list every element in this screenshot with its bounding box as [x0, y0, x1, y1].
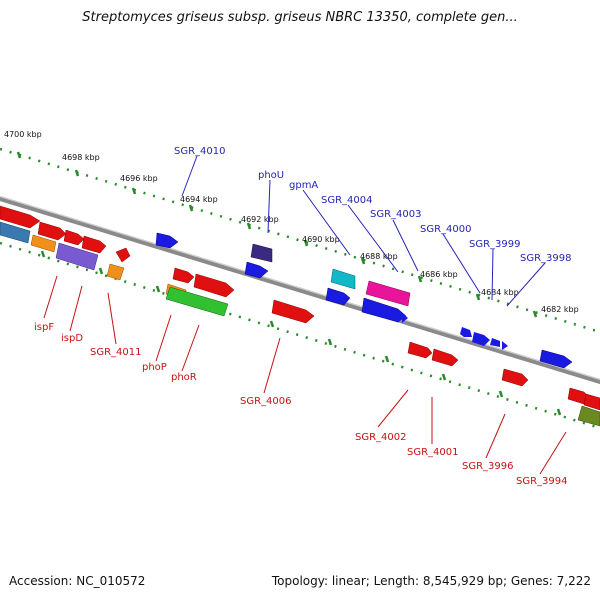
scale-track-lower: [0, 241, 600, 430]
gene-label-sgr4000[interactable]: SGR_4000: [420, 224, 472, 235]
reverse-genes: [0, 221, 600, 427]
gene-label-sgr4001[interactable]: SGR_4001: [407, 447, 459, 458]
topology-text: Topology: linear; Length: 8,545,929 bp; …: [271, 574, 591, 588]
tick-label: 4688 kbp: [360, 252, 398, 261]
backbone-highlight: [0, 195, 600, 381]
tick-label: 4686 kbp: [420, 270, 458, 279]
upper-ticks: [16, 151, 538, 318]
tick-label: 4684 kbp: [481, 288, 519, 297]
tick-label: 4700 kbp: [4, 130, 42, 139]
gene-label-phop[interactable]: phoP: [142, 362, 167, 373]
gene-label-phor[interactable]: phoR: [171, 372, 197, 383]
gene-label-sgr4006[interactable]: SGR_4006: [240, 396, 292, 407]
upper-leaders: [181, 155, 546, 307]
tick-label: 4690 kbp: [302, 235, 340, 244]
tick-label: 4692 kbp: [241, 215, 279, 224]
gene-label-sgr4002[interactable]: SGR_4002: [355, 432, 407, 443]
accession-text: Accession: NC_010572: [9, 574, 146, 588]
gene-label-sgr3994[interactable]: SGR_3994: [516, 476, 568, 487]
gene-label-sgr3996[interactable]: SGR_3996: [462, 461, 514, 472]
tick-label: 4694 kbp: [180, 195, 218, 204]
map-title: Streptomyces griseus subsp. griseus NBRC…: [82, 10, 518, 25]
gene-label-ispd[interactable]: ispD: [61, 333, 83, 344]
gene-label-sgr3998[interactable]: SGR_3998: [520, 253, 572, 264]
tick-label: 4682 kbp: [541, 305, 579, 314]
forward-genes: [0, 205, 600, 411]
tick-label: 4696 kbp: [120, 174, 158, 183]
gene-label-sgr4004[interactable]: SGR_4004: [321, 195, 373, 206]
gene-label-phou[interactable]: phoU: [258, 170, 284, 181]
gene-label-sgr4010[interactable]: SGR_4010: [174, 146, 226, 157]
gene-label-gpma[interactable]: gpmA: [289, 180, 318, 191]
gene-label-sgr4003[interactable]: SGR_4003: [370, 209, 422, 220]
gene-label-sgr4011[interactable]: SGR_4011: [90, 347, 142, 358]
lower-leaders: [43, 275, 567, 475]
chromosome-backbone: [0, 195, 600, 385]
gene-label-ispf[interactable]: ispF: [34, 322, 54, 333]
gene-label-sgr3999[interactable]: SGR_3999: [469, 239, 521, 250]
tick-label: 4698 kbp: [62, 153, 100, 162]
